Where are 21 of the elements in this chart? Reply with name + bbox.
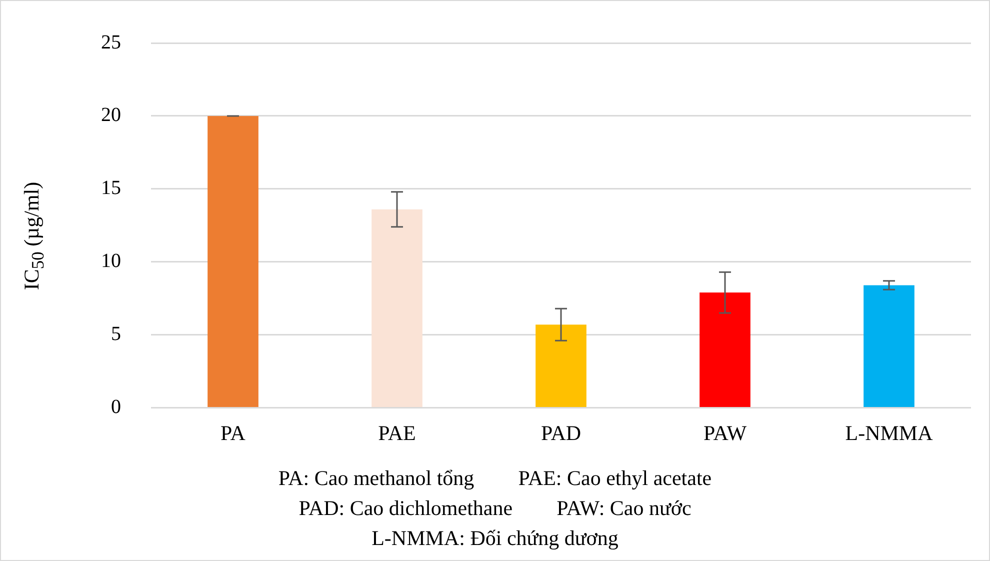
x-tick-label: L-NMMA: [845, 420, 934, 445]
y-tick-label: 5: [111, 323, 121, 346]
x-tick-label: PAD: [540, 420, 582, 445]
bar: [372, 209, 422, 408]
y-tick-label: 25: [101, 31, 121, 54]
y-tick-label: 20: [101, 104, 121, 126]
x-tick-label: PA: [220, 420, 246, 445]
bar: [700, 292, 750, 408]
x-tick-label: PAW: [703, 420, 747, 445]
text: PAE: Cao ethyl acetate: [518, 465, 712, 492]
y-tick-label: 0: [111, 396, 121, 418]
bar: [208, 116, 258, 408]
text: L-NMMA: Đối chứng dương: [372, 525, 618, 552]
text: PAD: Cao dichlomethane: [298, 495, 513, 522]
bar: [536, 324, 586, 408]
text: PA: Cao methanol tổng: [278, 465, 474, 492]
y-tick-label: 10: [101, 250, 121, 272]
y-tick-label: 15: [101, 177, 121, 200]
bar: [864, 285, 914, 408]
text: PAW: Cao nước: [556, 495, 692, 522]
x-tick-label: PAE: [378, 420, 416, 445]
